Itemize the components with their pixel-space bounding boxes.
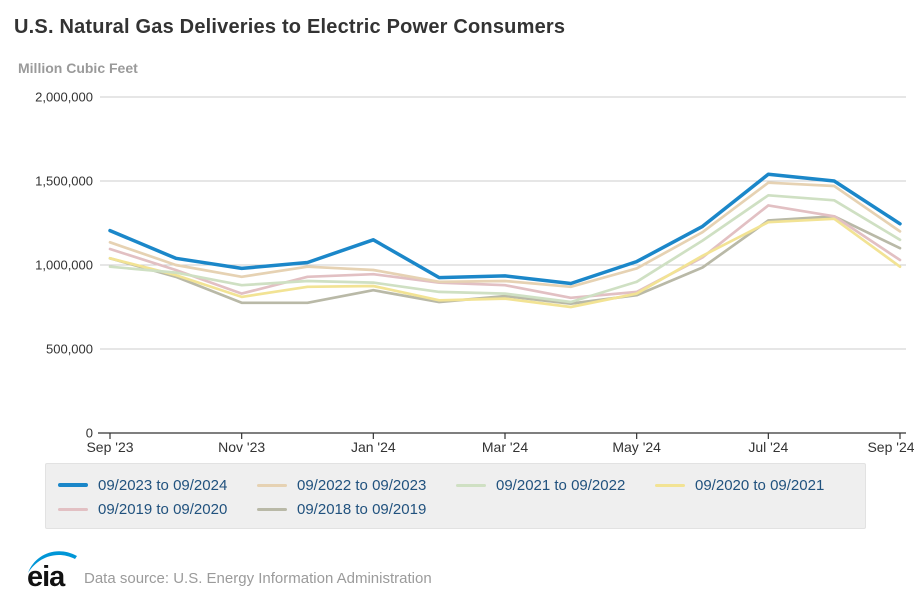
eia-logo-swoosh-icon [28,551,77,573]
legend-swatch-icon [58,507,88,511]
x-axis-tick-label: Jul '24 [748,439,788,455]
x-axis-tick-label: Mar '24 [482,439,528,455]
legend-item[interactable]: 09/2023 to 09/2024 [58,473,257,497]
legend-item[interactable]: 09/2022 to 09/2023 [257,473,456,497]
legend-item-label: 09/2021 to 09/2022 [496,476,626,494]
x-axis-tick-label: Sep '23 [86,439,133,455]
legend-swatch-icon [456,483,486,487]
page-title: U.S. Natural Gas Deliveries to Electric … [14,16,566,38]
legend-swatch-icon [257,483,287,487]
legend-item[interactable]: 09/2019 to 09/2020 [58,497,257,521]
legend-swatch-icon [655,483,685,487]
x-axis-tick-label: Sep '24 [867,439,914,455]
y-axis-tick-label: 1,500,000 [35,174,93,189]
legend-swatch-icon [257,507,287,511]
y-axis-tick-label: 500,000 [46,342,93,357]
x-axis-tick-label: Nov '23 [218,439,265,455]
x-axis-tick-label: May '24 [612,439,661,455]
legend-item[interactable]: 09/2020 to 09/2021 [655,473,854,497]
legend-item[interactable]: 09/2021 to 09/2022 [456,473,655,497]
data-series-line [108,172,902,286]
legend-item-label: 09/2022 to 09/2023 [297,476,427,494]
x-axis-tick-label: Jan '24 [351,439,396,455]
eia-logo-text: eia [27,561,66,592]
legend-item-label: 09/2023 to 09/2024 [98,476,228,494]
legend-item[interactable]: 09/2018 to 09/2019 [257,497,456,521]
y-axis-tick-label: 2,000,000 [35,90,93,105]
data-series-line [108,181,902,289]
data-source-text: Data source: U.S. Energy Information Adm… [84,570,432,587]
eia-logo[interactable]: eia [26,548,78,592]
legend-item-label: 09/2019 to 09/2020 [98,500,228,518]
y-axis-tick-label: 0 [86,426,93,441]
data-series-line [108,204,902,300]
legend-item-label: 09/2020 to 09/2021 [695,476,825,494]
legend-swatch-icon [58,483,88,487]
line-chart: 0 500,000 1,000,000 1,500,000 2,000,000 Sep '… [35,90,914,456]
data-series-line [108,193,902,304]
chart-legend: 09/2023 to 09/2024 09/2022 to 09/2023 09/2… [45,463,866,529]
legend-item-label: 09/2018 to 09/2019 [297,500,427,518]
y-axis-units-label: Million Cubic Feet [18,60,138,76]
data-series-line [108,214,902,305]
y-axis-tick-label: 1,000,000 [35,258,93,273]
data-series-line [108,217,902,309]
